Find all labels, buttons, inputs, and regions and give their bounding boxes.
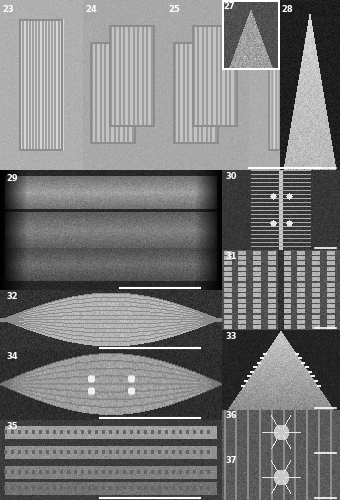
Text: 24: 24	[85, 5, 97, 14]
Text: 31: 31	[225, 252, 237, 262]
Text: 32: 32	[7, 292, 18, 301]
Text: 37: 37	[225, 456, 237, 466]
Text: 36: 36	[225, 412, 237, 420]
Text: 23: 23	[2, 5, 14, 14]
Text: 28: 28	[282, 5, 293, 14]
Text: 25: 25	[169, 5, 180, 14]
Text: 33: 33	[225, 332, 237, 342]
Text: 29: 29	[7, 174, 18, 182]
Text: 30: 30	[225, 172, 237, 182]
Text: 34: 34	[7, 352, 18, 361]
Text: 27: 27	[224, 2, 235, 11]
Text: 26: 26	[252, 5, 263, 14]
Text: 35: 35	[7, 422, 18, 432]
